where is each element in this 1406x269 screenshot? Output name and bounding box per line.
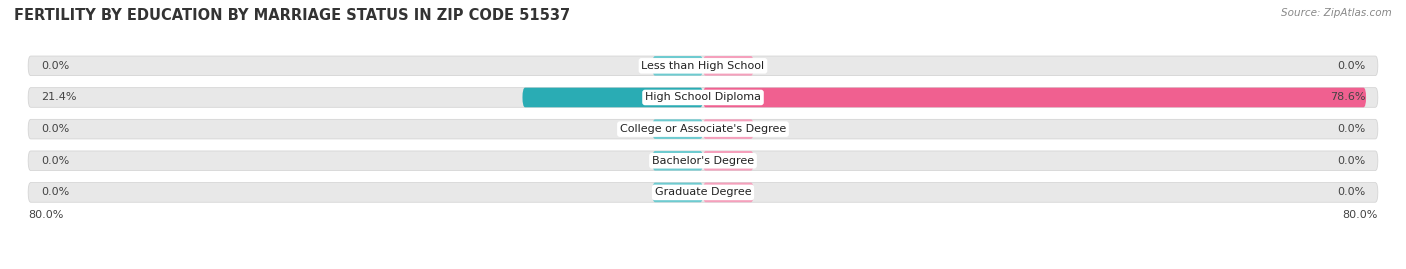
Text: Bachelor's Degree: Bachelor's Degree [652,156,754,166]
Text: 0.0%: 0.0% [1337,61,1365,71]
FancyBboxPatch shape [652,119,703,139]
Text: 0.0%: 0.0% [1337,124,1365,134]
FancyBboxPatch shape [28,151,1378,171]
Text: 0.0%: 0.0% [41,156,69,166]
FancyBboxPatch shape [703,119,754,139]
Text: Graduate Degree: Graduate Degree [655,187,751,197]
FancyBboxPatch shape [703,183,754,202]
Text: 80.0%: 80.0% [1343,210,1378,220]
Text: 0.0%: 0.0% [1337,187,1365,197]
Text: FERTILITY BY EDUCATION BY MARRIAGE STATUS IN ZIP CODE 51537: FERTILITY BY EDUCATION BY MARRIAGE STATU… [14,8,571,23]
Text: 80.0%: 80.0% [28,210,63,220]
Text: Source: ZipAtlas.com: Source: ZipAtlas.com [1281,8,1392,18]
Text: 78.6%: 78.6% [1330,93,1365,102]
FancyBboxPatch shape [652,56,703,76]
FancyBboxPatch shape [523,88,703,107]
FancyBboxPatch shape [703,56,754,76]
FancyBboxPatch shape [28,183,1378,202]
FancyBboxPatch shape [703,151,754,171]
FancyBboxPatch shape [28,88,1378,107]
Text: 0.0%: 0.0% [41,61,69,71]
FancyBboxPatch shape [652,183,703,202]
FancyBboxPatch shape [28,119,1378,139]
Text: College or Associate's Degree: College or Associate's Degree [620,124,786,134]
Text: 21.4%: 21.4% [41,93,76,102]
FancyBboxPatch shape [652,151,703,171]
Text: Less than High School: Less than High School [641,61,765,71]
Text: 0.0%: 0.0% [1337,156,1365,166]
Text: High School Diploma: High School Diploma [645,93,761,102]
Text: 0.0%: 0.0% [41,187,69,197]
Text: 0.0%: 0.0% [41,124,69,134]
FancyBboxPatch shape [703,88,1367,107]
FancyBboxPatch shape [28,56,1378,76]
